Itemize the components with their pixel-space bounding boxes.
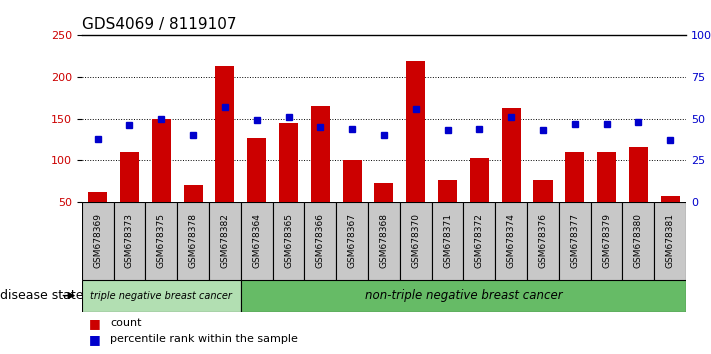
Bar [623, 202, 654, 280]
Bar [336, 202, 368, 280]
Bar [533, 180, 552, 202]
Bar [565, 152, 584, 202]
Bar [343, 160, 362, 202]
Text: GDS4069 / 8119107: GDS4069 / 8119107 [82, 17, 236, 32]
Text: GSM678377: GSM678377 [570, 213, 579, 268]
Text: ■: ■ [89, 317, 101, 330]
Text: GSM678372: GSM678372 [475, 213, 484, 268]
Bar [629, 147, 648, 202]
Bar [82, 202, 114, 280]
Bar [597, 152, 616, 202]
Bar [247, 138, 266, 202]
Text: disease state: disease state [0, 289, 83, 302]
Text: non-triple negative breast cancer: non-triple negative breast cancer [365, 289, 562, 302]
Bar [120, 152, 139, 202]
Text: GSM678364: GSM678364 [252, 213, 261, 268]
Bar [311, 106, 330, 202]
Text: GSM678367: GSM678367 [348, 213, 357, 268]
Bar [88, 192, 107, 202]
Text: GSM678369: GSM678369 [93, 213, 102, 268]
Bar [279, 123, 298, 202]
Text: GSM678378: GSM678378 [188, 213, 198, 268]
Bar [661, 196, 680, 202]
Bar [591, 202, 623, 280]
Text: GSM678373: GSM678373 [125, 213, 134, 268]
Text: GSM678375: GSM678375 [157, 213, 166, 268]
Bar [183, 185, 203, 202]
Bar [145, 202, 177, 280]
Bar [209, 202, 241, 280]
Text: count: count [110, 318, 141, 329]
Bar [438, 180, 457, 202]
Text: ■: ■ [89, 333, 101, 346]
Text: GSM678365: GSM678365 [284, 213, 293, 268]
Bar [304, 202, 336, 280]
Bar [368, 202, 400, 280]
Bar [464, 202, 496, 280]
Text: triple negative breast cancer: triple negative breast cancer [90, 291, 232, 301]
Text: GSM678366: GSM678366 [316, 213, 325, 268]
Bar [375, 183, 393, 202]
Text: GSM678382: GSM678382 [220, 213, 230, 268]
Bar [272, 202, 304, 280]
Bar [496, 202, 527, 280]
Bar [82, 280, 241, 312]
Bar [559, 202, 591, 280]
Bar [241, 202, 272, 280]
Text: GSM678379: GSM678379 [602, 213, 611, 268]
Bar [241, 280, 686, 312]
Bar [400, 202, 432, 280]
Text: GSM678371: GSM678371 [443, 213, 452, 268]
Bar [527, 202, 559, 280]
Text: GSM678368: GSM678368 [380, 213, 388, 268]
Bar [502, 108, 520, 202]
Text: GSM678376: GSM678376 [538, 213, 547, 268]
Text: GSM678380: GSM678380 [634, 213, 643, 268]
Text: GSM678374: GSM678374 [507, 213, 515, 268]
Bar [177, 202, 209, 280]
Bar [151, 119, 171, 202]
Bar [654, 202, 686, 280]
Text: percentile rank within the sample: percentile rank within the sample [110, 334, 298, 344]
Text: GSM678381: GSM678381 [665, 213, 675, 268]
Bar [432, 202, 464, 280]
Bar [470, 158, 489, 202]
Bar [114, 202, 145, 280]
Text: GSM678370: GSM678370 [411, 213, 420, 268]
Bar [215, 66, 235, 202]
Bar [406, 61, 425, 202]
